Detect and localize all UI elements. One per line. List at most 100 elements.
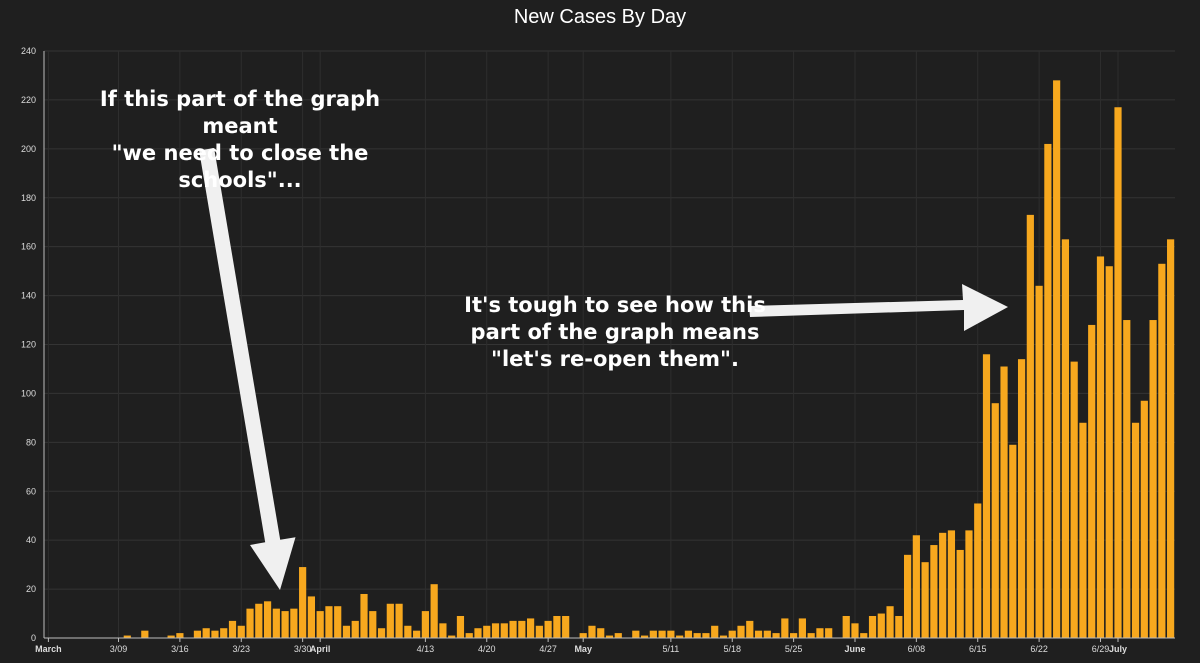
bar xyxy=(500,623,508,638)
bar xyxy=(605,635,614,638)
bar xyxy=(325,606,333,638)
bar xyxy=(886,606,894,638)
bar xyxy=(562,615,570,638)
bar xyxy=(544,620,552,638)
bar xyxy=(316,611,324,638)
bar xyxy=(1000,366,1008,638)
bar xyxy=(754,630,763,638)
bar xyxy=(807,633,815,638)
bar xyxy=(895,615,903,638)
bar xyxy=(1035,285,1043,638)
bar xyxy=(421,611,429,638)
grid-lines xyxy=(44,50,1175,639)
bar xyxy=(351,620,359,638)
bar xyxy=(1044,143,1052,638)
bars xyxy=(123,80,1175,639)
bar xyxy=(632,630,640,638)
bar xyxy=(719,635,728,638)
bar xyxy=(246,608,254,638)
bar xyxy=(141,630,149,638)
bar xyxy=(1017,359,1026,638)
annotation-left: If this part of the graph meant "we need… xyxy=(60,86,420,194)
bar xyxy=(237,625,245,638)
x-tick-label: April xyxy=(310,644,331,654)
bar xyxy=(939,532,947,638)
x-tick-label: 4/27 xyxy=(539,644,557,654)
bar xyxy=(474,628,482,638)
bar xyxy=(702,633,710,638)
bar xyxy=(176,633,184,638)
bar xyxy=(649,630,657,638)
bar xyxy=(965,530,973,638)
x-tick-label: March xyxy=(35,644,62,654)
y-tick-label: 80 xyxy=(26,437,36,447)
x-tick-label: 5/25 xyxy=(785,644,803,654)
bar xyxy=(1088,324,1096,638)
bar xyxy=(746,620,754,638)
bar xyxy=(798,618,806,638)
bar xyxy=(816,628,824,638)
bar xyxy=(1105,266,1113,638)
bar xyxy=(483,625,491,638)
bar xyxy=(1149,320,1157,638)
annotation-right-line-3: "let's re-open them". xyxy=(491,347,739,371)
bar xyxy=(974,503,982,638)
bar xyxy=(404,625,412,638)
bar xyxy=(211,630,219,638)
annotation-right-line-1: It's tough to see how this xyxy=(464,293,766,317)
bar xyxy=(369,611,377,638)
bar xyxy=(921,562,929,638)
bar xyxy=(737,625,745,638)
bar xyxy=(377,628,386,638)
bar xyxy=(614,633,622,638)
bar xyxy=(167,635,175,638)
bar xyxy=(1053,80,1061,639)
bar xyxy=(956,549,964,638)
x-tick-label: 3/09 xyxy=(110,644,128,654)
x-tick-label: 4/20 xyxy=(478,644,496,654)
bar xyxy=(728,630,736,638)
bar xyxy=(299,567,307,638)
bar xyxy=(597,628,605,638)
bar xyxy=(1140,400,1148,638)
x-tick-label: 6/22 xyxy=(1030,644,1048,654)
y-tick-label: 0 xyxy=(31,633,36,643)
chart-title: New Cases By Day xyxy=(513,6,687,28)
x-tick-label: 6/08 xyxy=(908,644,926,654)
bar xyxy=(579,633,587,638)
bar xyxy=(1158,263,1166,638)
y-tick-label: 240 xyxy=(21,46,36,56)
annotation-left-line-1: If this part of the graph meant xyxy=(99,87,381,138)
bar xyxy=(1123,320,1131,638)
bar xyxy=(1079,422,1087,638)
bar xyxy=(1070,361,1078,638)
y-tick-label: 220 xyxy=(21,95,36,105)
bar xyxy=(465,633,473,638)
y-tick-label: 60 xyxy=(26,486,36,496)
bar xyxy=(711,625,719,638)
bar xyxy=(781,618,789,638)
bar xyxy=(272,608,280,638)
bar xyxy=(220,628,228,638)
bar xyxy=(439,623,447,638)
bar xyxy=(386,603,394,638)
bar xyxy=(342,625,351,638)
bar xyxy=(851,623,859,638)
bar xyxy=(790,633,798,638)
x-tick-label: 3/30 xyxy=(294,644,312,654)
bar xyxy=(825,628,833,638)
bar xyxy=(676,635,684,638)
bar xyxy=(1096,256,1105,638)
x-tick-label: May xyxy=(574,644,592,654)
bar xyxy=(334,606,342,638)
bar xyxy=(877,613,885,638)
bar xyxy=(535,625,543,638)
bar xyxy=(307,596,315,638)
bar xyxy=(509,620,517,638)
bar xyxy=(193,630,202,638)
x-tick-label: 3/16 xyxy=(171,644,189,654)
annotation-arrow-left xyxy=(199,148,296,590)
bar xyxy=(1061,239,1069,638)
bar xyxy=(527,618,535,638)
